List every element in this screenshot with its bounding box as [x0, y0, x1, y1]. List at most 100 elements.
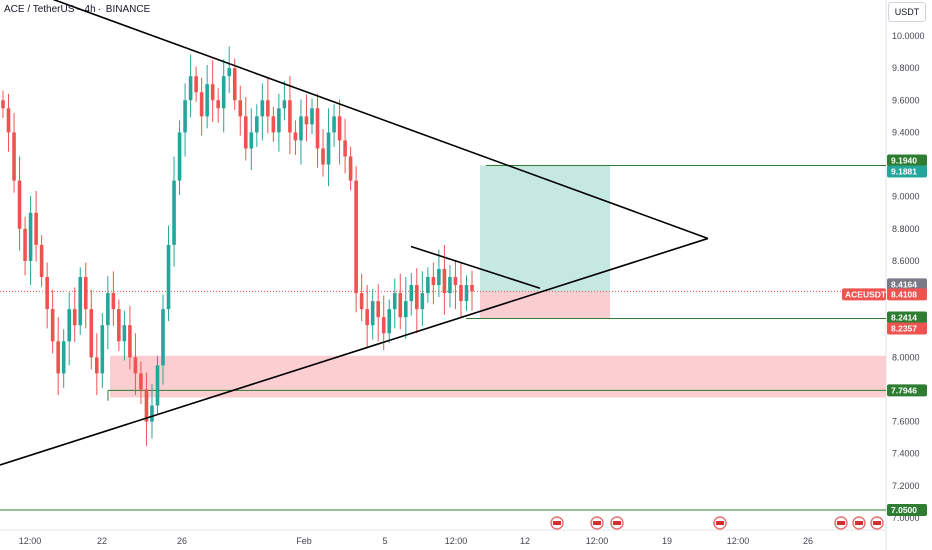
candle-body[interactable]: [370, 301, 375, 326]
candle-body[interactable]: [161, 309, 165, 366]
candle-body[interactable]: [100, 325, 105, 374]
candle-body[interactable]: [1, 100, 5, 109]
candle-body[interactable]: [431, 277, 436, 286]
candle-body[interactable]: [403, 301, 408, 318]
candle-body[interactable]: [72, 309, 77, 326]
candle-body[interactable]: [61, 341, 66, 374]
candle-body[interactable]: [106, 293, 110, 326]
candle-body[interactable]: [17, 180, 22, 229]
candle-body[interactable]: [453, 277, 458, 286]
candle-body[interactable]: [188, 76, 193, 101]
candle-body[interactable]: [415, 285, 419, 310]
candle-body[interactable]: [310, 108, 314, 125]
candle-body[interactable]: [210, 84, 215, 101]
candle-body[interactable]: [133, 357, 138, 374]
candle-body[interactable]: [205, 84, 209, 117]
candle-body[interactable]: [177, 132, 182, 181]
candle-body[interactable]: [470, 285, 474, 292]
candle-body[interactable]: [56, 341, 60, 374]
candle-body[interactable]: [232, 68, 237, 101]
candle-body[interactable]: [354, 180, 358, 294]
trendline-lower[interactable]: [0, 237, 709, 466]
candle-body[interactable]: [398, 293, 403, 318]
trendline-upper[interactable]: [0, 0, 709, 240]
candle-body[interactable]: [34, 212, 38, 245]
candle-body[interactable]: [172, 180, 176, 245]
flag-stripe: [873, 521, 881, 525]
candle-body[interactable]: [139, 373, 143, 390]
candle-body[interactable]: [437, 268, 441, 286]
target-zone[interactable]: [480, 165, 610, 292]
candle-body[interactable]: [282, 100, 287, 109]
candle-body[interactable]: [442, 268, 447, 294]
candle-body[interactable]: [321, 148, 325, 165]
candle-body[interactable]: [288, 100, 292, 133]
candle-body[interactable]: [111, 293, 116, 310]
candle-body[interactable]: [260, 100, 265, 117]
candle-body[interactable]: [464, 285, 469, 302]
candle-body[interactable]: [304, 116, 309, 125]
candle-body[interactable]: [6, 108, 11, 133]
candle-body[interactable]: [271, 116, 276, 133]
candle-body[interactable]: [39, 244, 44, 277]
candle-body[interactable]: [337, 116, 342, 141]
candle-body[interactable]: [155, 365, 160, 406]
candle-body[interactable]: [392, 293, 397, 310]
candle-body[interactable]: [409, 285, 414, 302]
candle-body[interactable]: [216, 100, 220, 109]
candle-body[interactable]: [67, 309, 72, 342]
candle-body[interactable]: [128, 325, 132, 358]
candle-body[interactable]: [459, 285, 463, 302]
candle-body[interactable]: [238, 100, 243, 117]
candle-body[interactable]: [144, 389, 149, 422]
candle-body[interactable]: [95, 357, 99, 374]
candle-body[interactable]: [255, 116, 259, 133]
candle-body[interactable]: [326, 132, 331, 165]
candle-body[interactable]: [221, 76, 226, 109]
candle-body[interactable]: [150, 405, 154, 422]
candle-body[interactable]: [183, 100, 187, 133]
candle-body[interactable]: [166, 244, 171, 310]
x-tick-label: 12:00: [586, 536, 609, 546]
candle-body[interactable]: [50, 309, 55, 342]
candle-body[interactable]: [45, 277, 49, 310]
candle-body[interactable]: [12, 132, 16, 181]
symbol-name[interactable]: ACE / TetherUS: [4, 4, 75, 15]
candle-body[interactable]: [299, 116, 303, 141]
candle-body[interactable]: [249, 132, 254, 149]
candle-body[interactable]: [277, 108, 281, 133]
candle-body[interactable]: [266, 100, 270, 117]
demand-zone[interactable]: [110, 355, 886, 398]
candle-body[interactable]: [387, 309, 392, 334]
candle-body[interactable]: [420, 293, 425, 310]
candle-body[interactable]: [348, 156, 353, 181]
candle-body[interactable]: [359, 293, 364, 310]
candle-body[interactable]: [315, 108, 320, 149]
interval[interactable]: 4h: [84, 4, 96, 15]
candle-body[interactable]: [376, 301, 380, 318]
candle-body[interactable]: [199, 92, 204, 117]
candle-body[interactable]: [343, 140, 347, 157]
candle-body[interactable]: [117, 309, 121, 342]
candle-body[interactable]: [122, 325, 127, 342]
flag-stripe: [716, 521, 724, 525]
candle-body[interactable]: [448, 277, 452, 294]
candle-body[interactable]: [381, 317, 386, 334]
candle-body[interactable]: [28, 212, 33, 261]
trendline-short[interactable]: [410, 245, 541, 290]
currency-button[interactable]: USDT: [888, 2, 926, 22]
y-tick-label: 10.0000: [892, 31, 925, 41]
candle-body[interactable]: [83, 277, 88, 310]
candle-body[interactable]: [332, 116, 336, 133]
candle-body[interactable]: [227, 68, 232, 77]
candle-body[interactable]: [23, 228, 27, 261]
candle-body[interactable]: [194, 76, 198, 93]
candle-body[interactable]: [243, 116, 248, 149]
candle-body[interactable]: [426, 277, 430, 294]
candle-body[interactable]: [78, 277, 83, 326]
candle-body[interactable]: [89, 309, 94, 358]
candle-body[interactable]: [293, 132, 298, 141]
y-tick-label: 7.6000: [892, 417, 920, 427]
candle-body[interactable]: [365, 309, 369, 326]
